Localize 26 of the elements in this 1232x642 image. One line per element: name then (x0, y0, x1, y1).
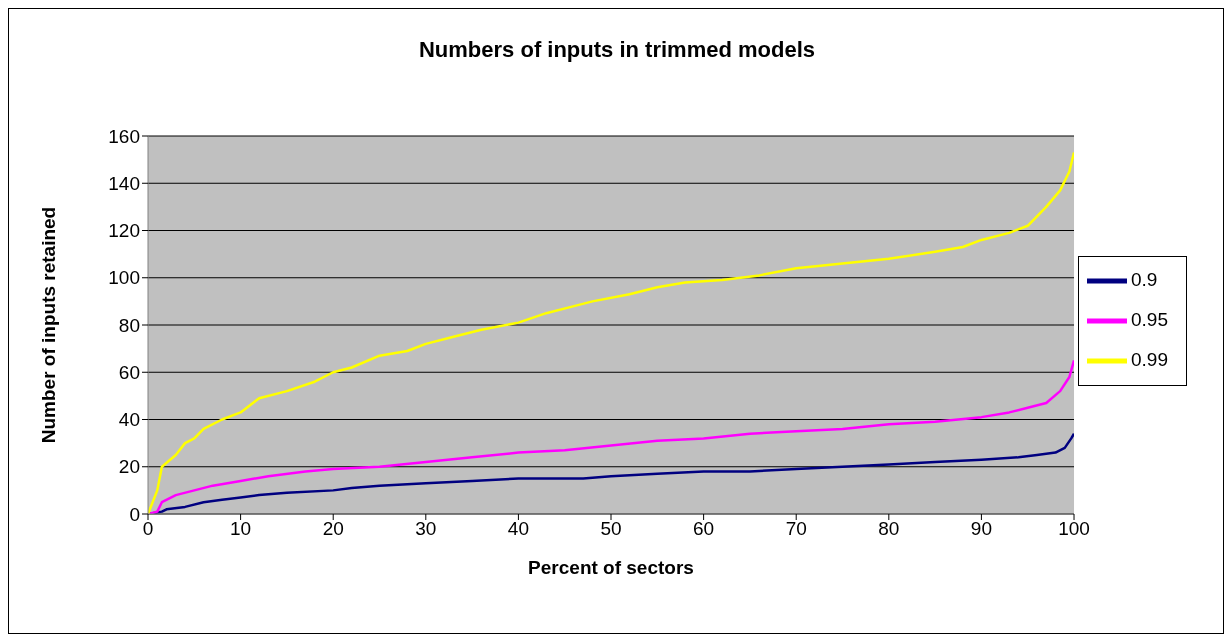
y-tick-label: 100 (108, 267, 140, 289)
y-axis-title: Number of inputs retained (37, 206, 59, 444)
y-tick-label: 120 (108, 220, 140, 242)
x-tick-label: 0 (142, 518, 154, 540)
x-tick-label: 100 (1058, 518, 1090, 540)
chart-title: Numbers of inputs in trimmed models (417, 37, 816, 63)
y-tick-label: 140 (108, 172, 140, 194)
x-tick-label: 50 (600, 518, 622, 540)
x-tick-label: 60 (693, 518, 715, 540)
y-tick-label: 60 (118, 361, 140, 383)
x-tick-label: 20 (322, 518, 344, 540)
x-axis-title: Percent of sectors (528, 557, 694, 578)
x-tick-label: 70 (785, 518, 807, 540)
x-tick-label: 30 (415, 518, 437, 540)
legend-label: 0.9 (1131, 269, 1158, 291)
y-tick-label: 40 (118, 409, 140, 431)
y-tick-label: 0 (129, 503, 140, 525)
x-tick-label: 40 (507, 518, 529, 540)
x-tick-label: 80 (878, 518, 900, 540)
x-tick-label: 10 (230, 518, 252, 540)
legend-label: 0.99 (1131, 349, 1168, 371)
y-tick-label: 80 (118, 314, 140, 336)
y-tick-label: 20 (118, 456, 140, 478)
legend-label: 0.95 (1131, 309, 1168, 331)
x-tick-label: 90 (970, 518, 992, 540)
y-tick-label: 160 (108, 125, 140, 147)
